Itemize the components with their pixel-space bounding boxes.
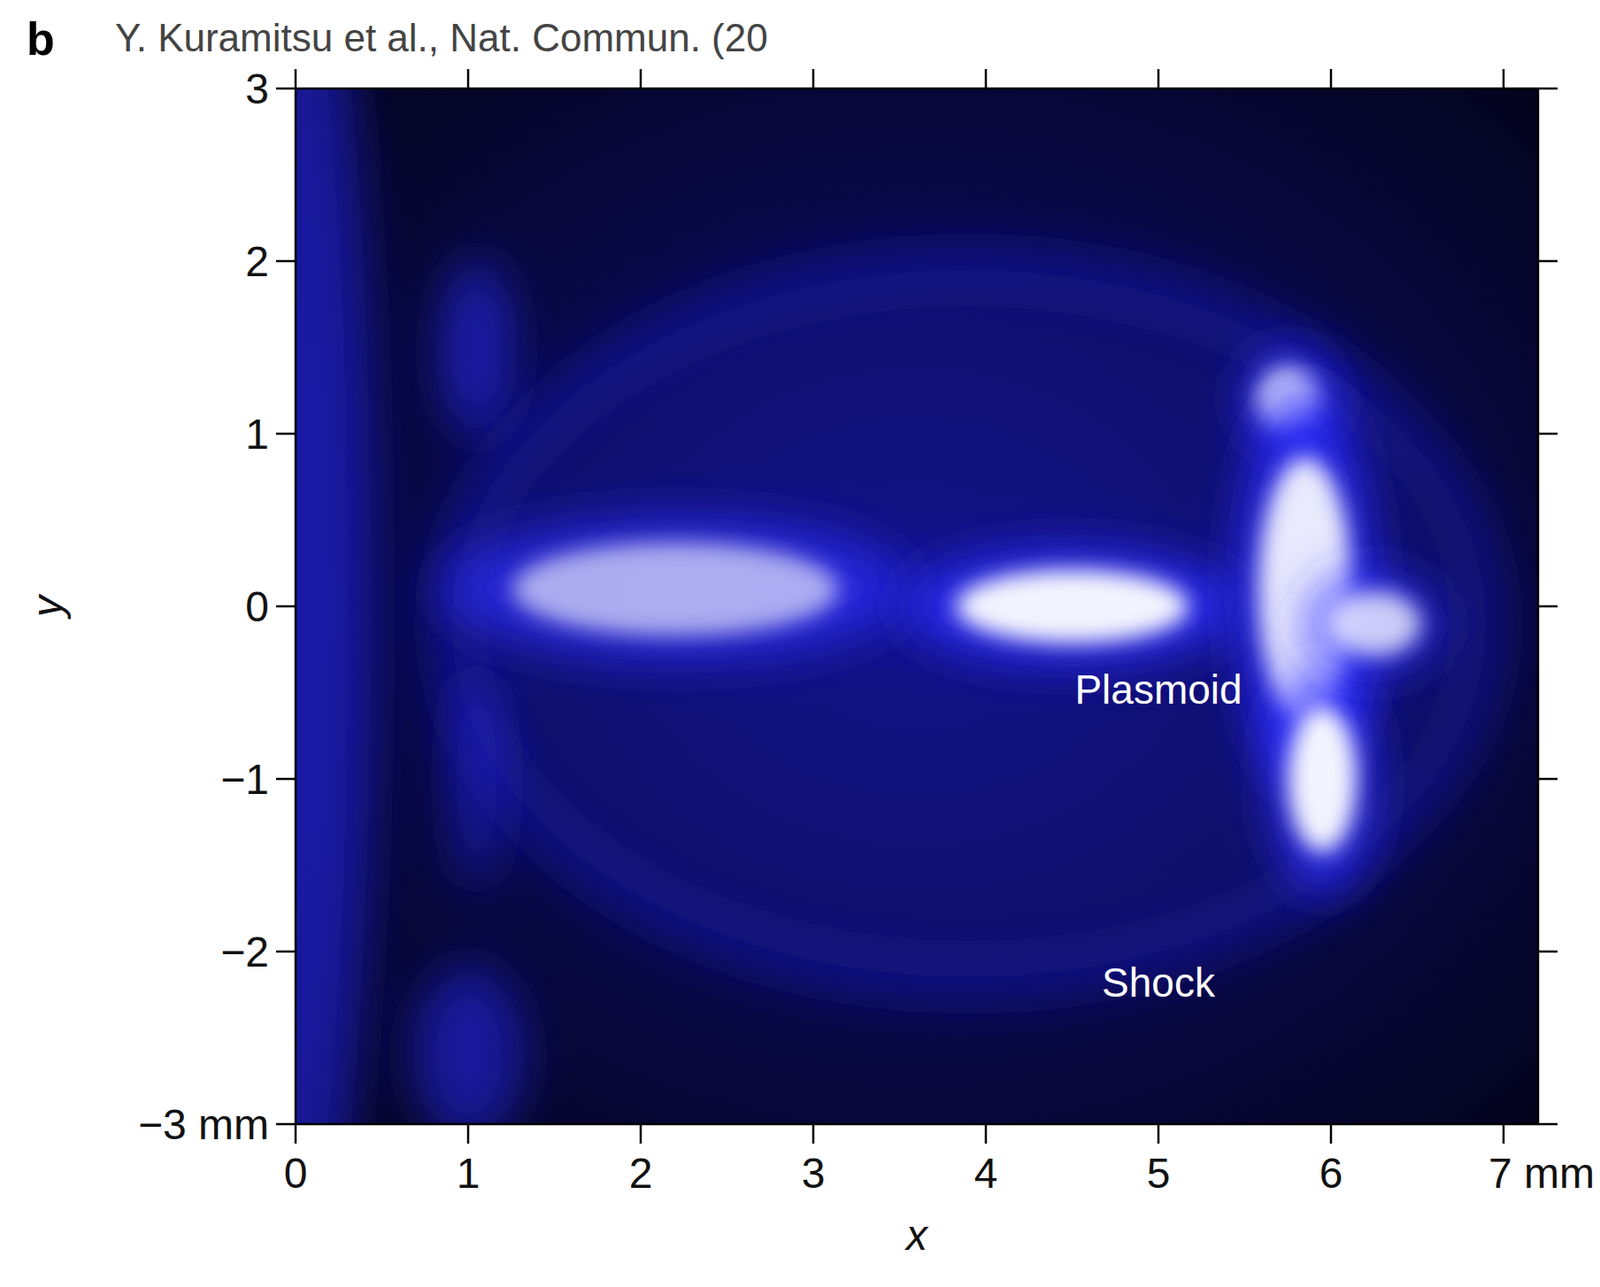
blob-halo <box>443 257 511 438</box>
blob-core <box>955 569 1189 644</box>
panel-letter: b <box>26 13 55 65</box>
x-tick-top <box>1157 69 1161 89</box>
y-tick-label: 0 <box>245 583 270 631</box>
y-axis-title: y <box>23 592 71 620</box>
x-tick-label: 4 <box>974 1149 999 1197</box>
blob-halo <box>1272 666 1372 892</box>
y-tick-label: −3 mm <box>138 1100 270 1148</box>
figure: 0 1 2 3 4 5 6 7 mm −3 mm −2 −1 0 1 2 3 x y Plasmoid Shock b… <box>0 0 1600 1287</box>
x-tick-top <box>1330 69 1333 89</box>
annotation: Shock <box>1101 959 1216 1006</box>
x-tick-top <box>984 69 988 89</box>
y-tick-label: 2 <box>245 238 270 285</box>
x-tick-top <box>812 69 816 89</box>
y-tick <box>276 432 296 436</box>
x-tick-top <box>467 69 470 89</box>
x-tick <box>467 1123 470 1144</box>
y-tick-label: 1 <box>245 410 270 458</box>
x-tick-label: 5 <box>1146 1149 1171 1197</box>
top-axis-line <box>295 87 1539 91</box>
x-tick-label: 0 <box>284 1149 308 1197</box>
blob-core <box>1327 591 1421 656</box>
blob-halo <box>412 965 525 1124</box>
x-tick-top <box>1502 69 1506 89</box>
y-tick-label: 3 <box>245 65 270 113</box>
x-tick-label: 7 mm <box>1488 1149 1595 1197</box>
x-tick <box>294 1123 298 1144</box>
blob-core <box>1288 705 1357 853</box>
blob-halo <box>295 88 372 1124</box>
blob-halo <box>439 516 911 661</box>
y-tick-right <box>1538 605 1558 608</box>
x-tick <box>812 1123 816 1144</box>
blob-halo <box>453 666 500 892</box>
x-tick <box>639 1123 643 1144</box>
y-tick <box>276 950 296 954</box>
x-tick-top <box>294 69 298 89</box>
y-tick-right <box>1538 950 1558 954</box>
x-tick-top <box>639 69 643 89</box>
y-tick-right <box>1538 1123 1558 1126</box>
image-layer <box>295 88 1539 1124</box>
y-tick <box>276 260 296 263</box>
x-tick <box>984 1123 988 1144</box>
title: Y. Kuramitsu et al., Nat. Commun. (20 <box>115 15 769 60</box>
shock-glow <box>451 269 1487 978</box>
blob-core <box>512 541 839 636</box>
x-tick-label: 6 <box>1319 1149 1344 1197</box>
annotation: Plasmoid <box>1074 666 1242 713</box>
x-tick-label: 1 <box>456 1149 481 1197</box>
y-tick-label: −2 <box>220 928 270 976</box>
y-tick-right <box>1538 777 1558 781</box>
x-tick <box>1502 1123 1506 1144</box>
blob-halo <box>903 550 1240 663</box>
y-tick-right <box>1538 87 1558 91</box>
x-tick <box>1330 1123 1333 1144</box>
y-tick-right <box>1538 432 1558 436</box>
y-tick <box>276 87 296 91</box>
y-tick <box>276 1123 296 1126</box>
x-tick-label: 3 <box>801 1149 826 1197</box>
y-tick <box>276 605 296 608</box>
y-tick <box>276 777 296 781</box>
blob-halo <box>1307 574 1442 674</box>
x-tick-label: 2 <box>629 1149 654 1197</box>
x-axis-title: x <box>904 1211 930 1259</box>
y-tick-right <box>1538 260 1558 263</box>
x-tick <box>1157 1123 1161 1144</box>
shock-shell <box>451 269 1487 978</box>
x-axis-line <box>295 1123 1539 1126</box>
y-tick-label: −1 <box>220 755 270 803</box>
